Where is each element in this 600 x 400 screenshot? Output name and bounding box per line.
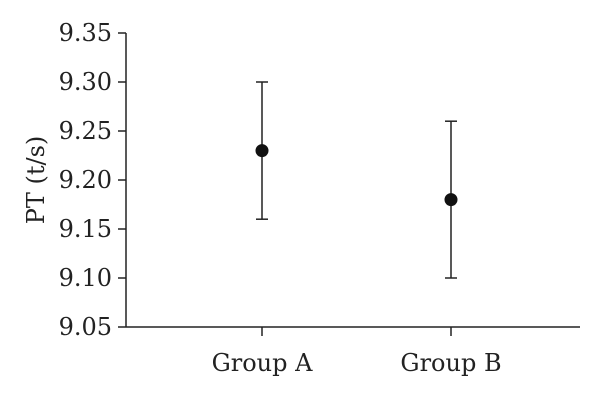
y-tick-label: 9.05: [59, 313, 112, 341]
y-axis-title: PT (t/s): [22, 136, 50, 225]
y-tick-label: 9.30: [59, 68, 112, 96]
y-tick-label: 9.10: [59, 264, 112, 292]
data-marks: [255, 81, 458, 279]
y-tick-label: 9.35: [59, 19, 112, 47]
x-category-label: Group B: [400, 349, 501, 377]
y-tick-label: 9.20: [59, 166, 112, 194]
x-category-label: Group A: [212, 349, 314, 377]
mean-point: [255, 144, 269, 158]
y-axis: 9.05 9.10 9.15 9.20 9.25 9.30 9.35: [59, 19, 127, 341]
mean-point: [444, 193, 458, 207]
x-axis: Group A Group B: [126, 326, 580, 377]
y-tick-label: 9.25: [59, 117, 112, 145]
y-tick-label: 9.15: [59, 215, 112, 243]
